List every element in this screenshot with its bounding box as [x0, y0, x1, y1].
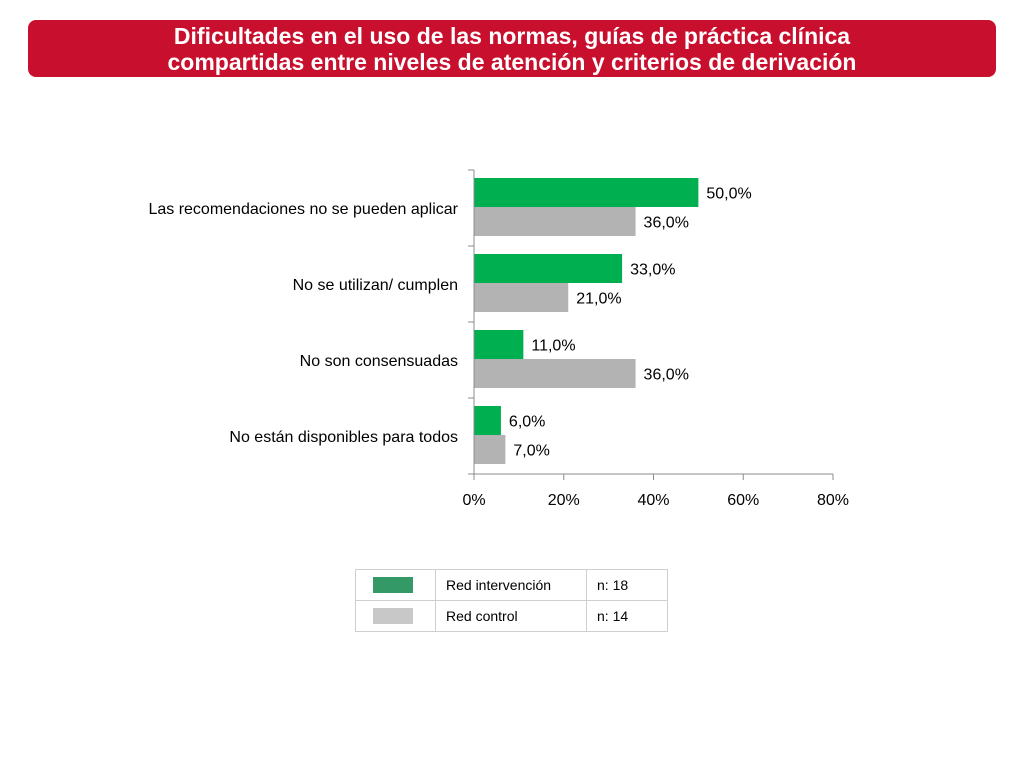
- value-label-control-1: 21,0%: [576, 291, 621, 308]
- category-label-0: Las recomendaciones no se pueden aplicar: [148, 201, 458, 218]
- value-label-intervencion-1: 33,0%: [630, 262, 675, 279]
- category-label-2: No son consensuadas: [300, 353, 458, 370]
- category-label-1: No se utilizan/ cumplen: [293, 277, 458, 294]
- legend-n-intervencion: n: 18: [586, 569, 668, 601]
- legend-table: Red intervención n: 18 Red control n: 14: [355, 569, 668, 632]
- legend-swatch-control: [373, 608, 413, 624]
- bar-control-0: [474, 207, 636, 236]
- value-tick-label-0: 0%: [462, 492, 485, 509]
- legend-row-intervencion: Red intervención n: 18: [355, 569, 668, 601]
- value-tick-label-1: 20%: [548, 492, 580, 509]
- value-label-intervencion-0: 50,0%: [706, 186, 751, 203]
- value-tick-label-3: 60%: [727, 492, 759, 509]
- legend-row-control: Red control n: 14: [355, 600, 668, 632]
- legend-swatch-intervencion: [373, 577, 413, 593]
- title-banner: Dificultades en el uso de las normas, gu…: [28, 20, 996, 77]
- bar-intervencion-2: [474, 330, 524, 359]
- value-label-control-0: 36,0%: [644, 215, 689, 232]
- bar-intervencion-3: [474, 406, 501, 435]
- value-tick-label-2: 40%: [637, 492, 669, 509]
- legend-label-control: Red control: [435, 600, 587, 632]
- bar-control-1: [474, 283, 569, 312]
- legend-label-intervencion: Red intervención: [435, 569, 587, 601]
- bar-control-2: [474, 359, 636, 388]
- value-label-control-2: 36,0%: [644, 367, 689, 384]
- value-label-intervencion-3: 6,0%: [509, 414, 545, 431]
- bar-control-3: [474, 435, 506, 464]
- value-label-control-3: 7,0%: [513, 443, 549, 460]
- bar-intervencion-1: [474, 254, 623, 283]
- bar-intervencion-0: [474, 178, 699, 207]
- value-label-intervencion-2: 11,0%: [531, 338, 575, 355]
- category-label-3: No están disponibles para todos: [229, 429, 458, 446]
- value-tick-label-4: 80%: [817, 492, 849, 509]
- title-line-2: compartidas entre niveles de atención y …: [167, 48, 857, 75]
- legend-n-control: n: 14: [586, 600, 668, 632]
- title-line-1: Dificultades en el uso de las normas, gu…: [173, 22, 851, 49]
